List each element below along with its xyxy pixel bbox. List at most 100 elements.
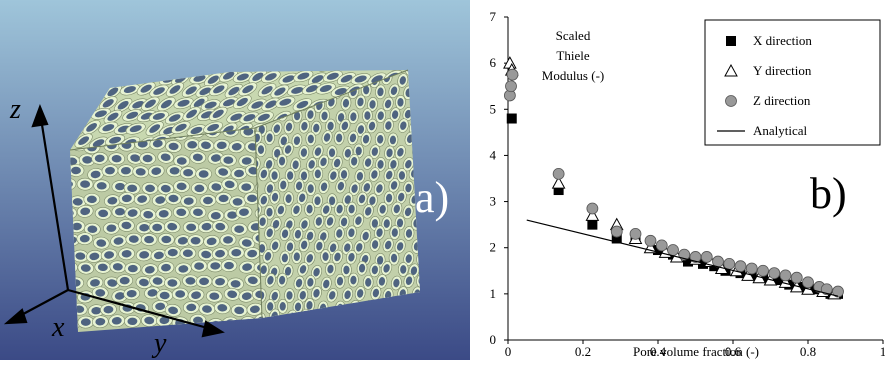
fiber-core-mark [356, 243, 363, 252]
legend-swatch-x-direction [726, 36, 736, 46]
point-z-direction [655, 239, 668, 252]
fiber-core-mark [187, 141, 198, 149]
fiber-core-mark [207, 123, 220, 132]
fiber-core-mark [121, 221, 132, 230]
fiber-core-mark [385, 121, 392, 130]
fiber-core-mark [397, 148, 404, 157]
fiber-core-mark [234, 225, 245, 233]
fiber-core-mark [384, 99, 392, 109]
fiber-core-mark [405, 229, 413, 238]
fiber-core-mark [72, 198, 83, 206]
fiber-core-mark [320, 157, 327, 167]
annotation-line-1: Scaled [556, 28, 591, 43]
fiber-core-mark [145, 184, 155, 193]
fiber-core-mark [285, 194, 292, 203]
fiber-core-mark [299, 290, 306, 300]
fiber-core-mark [144, 235, 155, 244]
fiber-core-mark [348, 228, 355, 238]
fiber-core-mark [399, 76, 406, 85]
fiber-core-mark [249, 305, 260, 314]
fiber-core-mark [71, 222, 82, 231]
fiber-core-mark [201, 222, 212, 231]
fiber-core-mark [355, 216, 362, 225]
fiber-core-mark [294, 229, 302, 239]
fiber-core-mark [79, 234, 90, 243]
fiber-core-mark [204, 101, 217, 109]
point-x-direction [553, 185, 564, 196]
fiber-core-mark [267, 302, 274, 311]
fiber-core-mark [300, 171, 308, 181]
fiber-core-mark [284, 266, 292, 276]
fiber-core-mark [218, 168, 229, 176]
fiber-core-mark [206, 237, 217, 246]
fiber-core-mark [390, 253, 398, 263]
fiber-core-mark [95, 317, 106, 326]
fiber-core-mark [239, 208, 249, 216]
y-tick-label: 2 [490, 240, 497, 255]
fiber-core-mark [306, 254, 314, 263]
fiber-core-mark [315, 217, 322, 226]
fiber-core-mark [94, 154, 105, 163]
fiber-core-mark [314, 196, 321, 206]
fiber-core-mark [322, 252, 329, 261]
fiber-core-mark [80, 207, 91, 216]
fiber-core-mark [350, 112, 357, 122]
fiber-core-mark [280, 180, 287, 190]
legend-label-y-direction: Y direction [753, 63, 812, 78]
fiber-core-mark [210, 212, 221, 220]
fiber-core-mark [396, 242, 404, 251]
fiber-core-mark [137, 195, 148, 203]
fiber-core-mark [323, 279, 330, 289]
fiber-core-mark [227, 211, 238, 219]
fiber-core-mark [176, 157, 187, 165]
fiber-core-mark [292, 160, 299, 170]
fiber-core-mark [327, 121, 334, 131]
fiber-core-mark [71, 166, 81, 175]
fiber-core-mark [102, 124, 115, 132]
fiber-core-mark [329, 196, 336, 206]
fiber-core-mark [168, 114, 181, 122]
x-axis-title: Pore volume fraction (-) [633, 344, 759, 359]
fiber-core-mark [129, 125, 142, 133]
fiber-core-mark [371, 265, 378, 275]
fiber-core-mark [259, 217, 266, 226]
fiber-core-mark [75, 252, 86, 260]
fiber-core-mark [271, 291, 278, 301]
fiber-core-mark [243, 114, 256, 122]
fiber-core-mark [114, 182, 125, 191]
annotation-line-3: Modulus (-) [542, 68, 604, 83]
fiber-core-mark [293, 136, 301, 145]
fiber-core-mark [277, 205, 285, 215]
fiber-core-mark [341, 121, 349, 131]
fiber-core-mark [344, 243, 351, 252]
fiber-core-mark [291, 86, 304, 94]
point-y-direction [551, 176, 566, 189]
fiber-core-mark [202, 196, 213, 205]
fiber-core-mark [247, 194, 257, 203]
fiber-core-mark [161, 235, 172, 244]
fiber-core-mark [307, 184, 314, 193]
fiber-core-mark [300, 148, 308, 157]
fiber-core-mark [144, 266, 155, 274]
fiber-core-mark [320, 182, 328, 192]
fiber-core-mark [278, 275, 286, 285]
fiber-core-mark [91, 306, 102, 315]
fiber-core-mark [211, 183, 222, 191]
fiber-core-mark [305, 85, 318, 93]
x-tick-label: 0.4 [650, 344, 667, 359]
panel-b-chart: 0 1 2 3 4 5 6 7 0 0.2 0.4 0.6 0.8 1 Scaled Thiele Mod… [455, 0, 885, 360]
fiber-core-mark [258, 125, 265, 134]
fiber-core-mark [296, 100, 309, 109]
fiber-core-mark [306, 301, 313, 310]
fiber-core-mark [362, 231, 369, 241]
annotation-line-2: Thiele [556, 48, 589, 63]
fiber-core-mark [363, 85, 370, 95]
fiber-core-mark [158, 210, 169, 218]
panel-a-label: a) [415, 173, 449, 222]
fiber-core-mark [295, 181, 303, 191]
fiber-core-mark [159, 291, 170, 300]
fiber-core-mark [390, 160, 397, 169]
fiber-core-mark [266, 133, 273, 143]
fiber-core-mark [390, 181, 398, 190]
fiber-core-mark [193, 74, 206, 82]
